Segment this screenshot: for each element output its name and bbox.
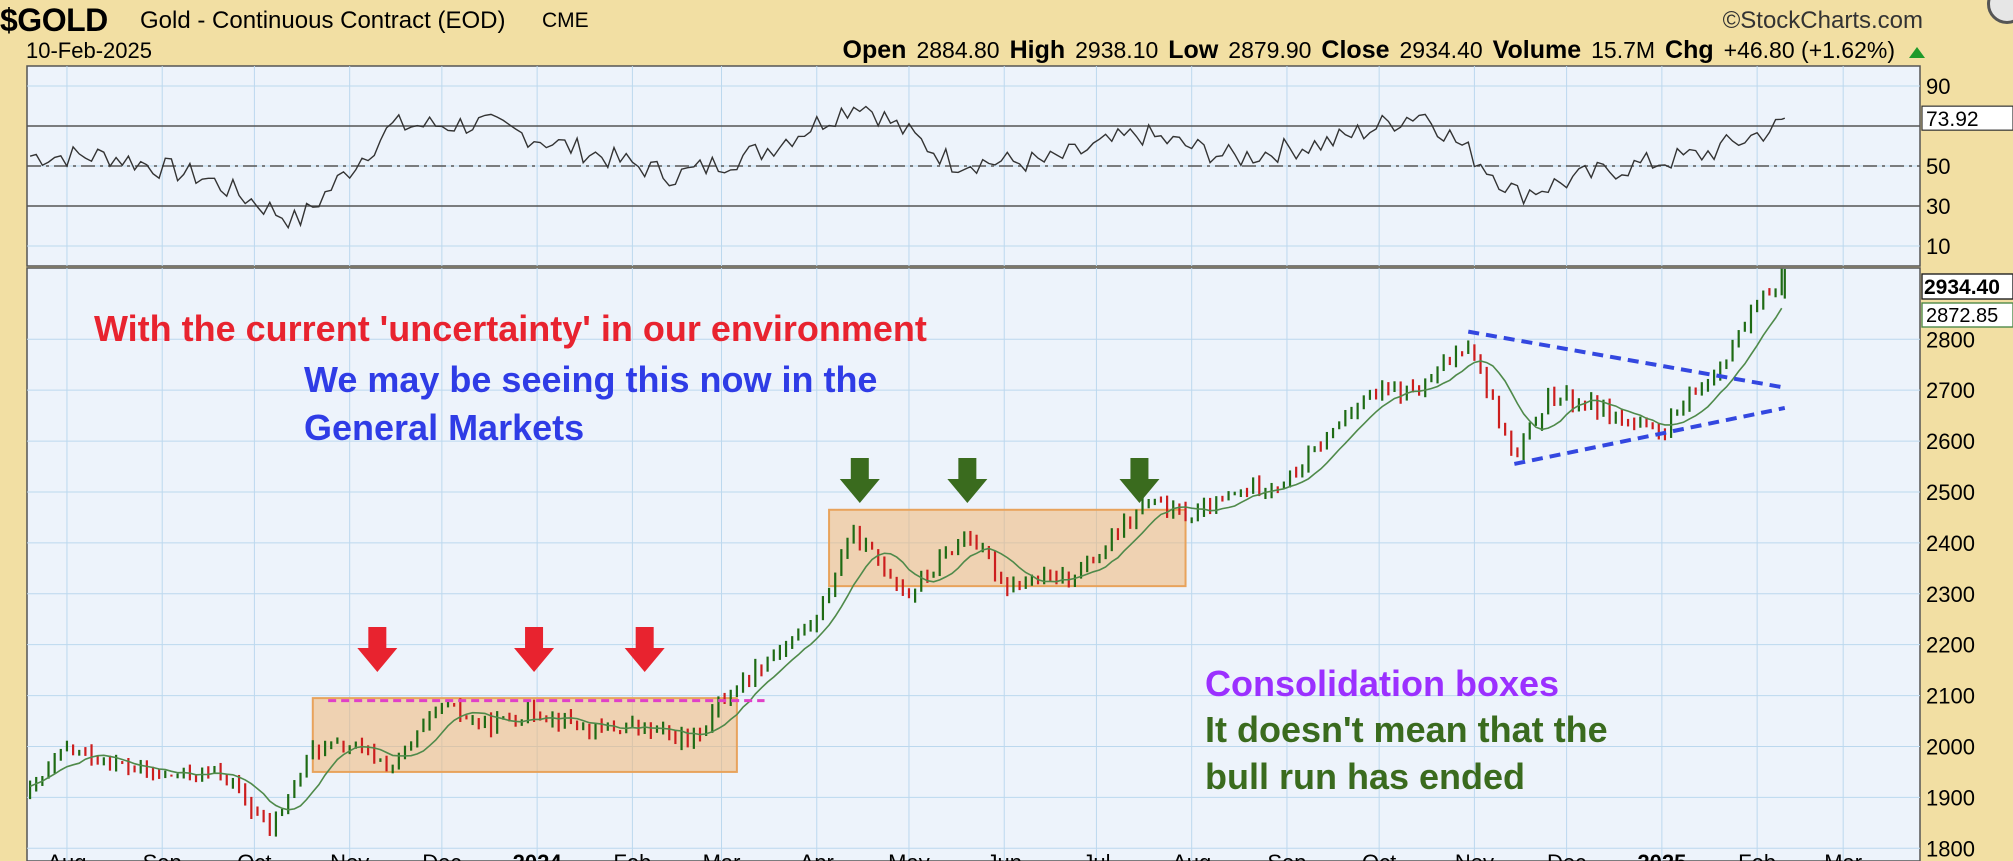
up-triangle-icon	[1909, 47, 1925, 58]
x-tick-label: Aug	[47, 850, 86, 861]
low-label: Low	[1168, 36, 1219, 64]
ma-last-value: 2872.85	[1926, 305, 1998, 327]
annotation-uncertainty: With the current 'uncertainty' in our en…	[94, 308, 927, 349]
open-label: Open	[842, 36, 907, 64]
x-tick-label: 2025	[1637, 850, 1686, 861]
ohlc-stats: Open 2884.80 High 2938.10 Low 2879.90 Close…	[843, 36, 1925, 65]
down-arrow-icon-red	[357, 627, 398, 672]
annotation-bull-run-1: It doesn't mean that the	[1205, 709, 1608, 750]
x-tick-label: Feb	[1738, 850, 1776, 861]
chart-date: 10-Feb-2025	[26, 38, 152, 63]
price-tick-label: 2100	[1926, 684, 1975, 709]
x-tick-label: Feb	[613, 850, 651, 861]
ma-series	[29, 307, 1783, 811]
down-arrow-icon-red	[514, 627, 555, 672]
ma-last-value-box	[1921, 302, 2013, 328]
annotations: With the current 'uncertainty' in our en…	[94, 308, 1608, 797]
annotation-bull-run-2: bull run has ended	[1205, 756, 1525, 797]
chg-label: Chg	[1665, 36, 1714, 64]
price-tick-label: 2800	[1926, 327, 1975, 352]
x-tick-label: Sep	[143, 850, 182, 861]
annotation-consolidation-title: Consolidation boxes	[1205, 663, 1559, 704]
price-tick-label: 2400	[1926, 531, 1975, 556]
price-tick-label: 2000	[1926, 734, 1975, 759]
close-last-value-box	[1921, 273, 2013, 300]
symbol: $GOLD	[0, 2, 108, 38]
low-value: 2879.90	[1228, 37, 1312, 63]
annotation-general-markets-2: General Markets	[304, 407, 584, 448]
rsi-tick-label: 50	[1926, 154, 1950, 179]
rsi-line	[29, 105, 1786, 230]
x-tick-label: Nov	[330, 850, 369, 861]
price-tick-label: 1900	[1926, 785, 1975, 810]
down-arrow-icon-red	[624, 627, 665, 672]
annotation-general-markets-1: We may be seeing this now in the	[304, 359, 877, 400]
exchange: CME	[542, 9, 589, 32]
price-tick-label: 2200	[1926, 633, 1975, 658]
x-tick-label: 2024	[513, 850, 563, 861]
price-tick-label: 2300	[1926, 582, 1975, 607]
high-label: High	[1009, 36, 1066, 64]
x-tick-label: Oct	[237, 850, 271, 861]
x-tick-label: Nov	[1455, 850, 1494, 861]
overlays	[328, 329, 1786, 703]
x-tick-label: Mar	[1824, 850, 1862, 861]
moving-average	[29, 307, 1783, 811]
close-value: 2934.40	[1399, 37, 1483, 63]
x-tick-label: Sep	[1267, 850, 1306, 861]
price-bars	[28, 268, 1786, 837]
x-tick-label: Oct	[1362, 850, 1396, 861]
rsi-last-value-box	[1921, 105, 2013, 131]
rsi-tick-label: 90	[1926, 74, 1950, 99]
price-tick-label: 1800	[1926, 836, 1975, 861]
price-tick-label: 2500	[1926, 480, 1975, 505]
consolidation-box	[311, 697, 738, 773]
rsi-tick-label: 10	[1926, 234, 1950, 259]
rsi-last-value: 73.92	[1926, 108, 1979, 131]
consolidation-box	[828, 508, 1187, 588]
down-arrow-icon-green	[839, 458, 880, 503]
x-tick-label: Mar	[703, 850, 741, 861]
x-tick-label: Aug	[1172, 850, 1211, 861]
x-tick-label: Dec	[422, 850, 461, 861]
volume-value: 15.7M	[1591, 37, 1656, 63]
stockcharts-logo[interactable]: ©StockCharts.com	[1722, 7, 1923, 34]
price-tick-label: 2700	[1926, 378, 1975, 403]
x-tick-label: Jul	[1082, 850, 1110, 861]
x-tick-label: May	[888, 850, 930, 861]
close-label: Close	[1321, 36, 1390, 64]
triangle-lower-line	[1513, 406, 1786, 466]
tick-labels: Aug Sep Oct Nov Dec 2024 Feb Mar Apr May Jun Jul Aug…	[47, 74, 2013, 861]
close-last-value: 2934.40	[1924, 276, 2000, 299]
x-tick-label: Jun	[986, 850, 1021, 861]
price-tick-label: 2600	[1926, 429, 1975, 454]
rsi-tick-label: 30	[1926, 194, 1950, 219]
chg-value: +46.80 (+1.62%)	[1723, 37, 1895, 63]
x-tick-label: Dec	[1547, 850, 1586, 861]
down-arrow-icon-green	[1119, 458, 1160, 503]
down-arrow-icon-green	[947, 458, 988, 503]
volume-label: Volume	[1492, 36, 1582, 64]
rsi-series	[29, 105, 1786, 230]
instrument-name: Gold - Continuous Contract (EOD)	[140, 7, 506, 34]
x-tick-label: Apr	[800, 850, 834, 861]
open-value: 2884.80	[916, 37, 1000, 63]
high-value: 2938.10	[1075, 37, 1159, 63]
